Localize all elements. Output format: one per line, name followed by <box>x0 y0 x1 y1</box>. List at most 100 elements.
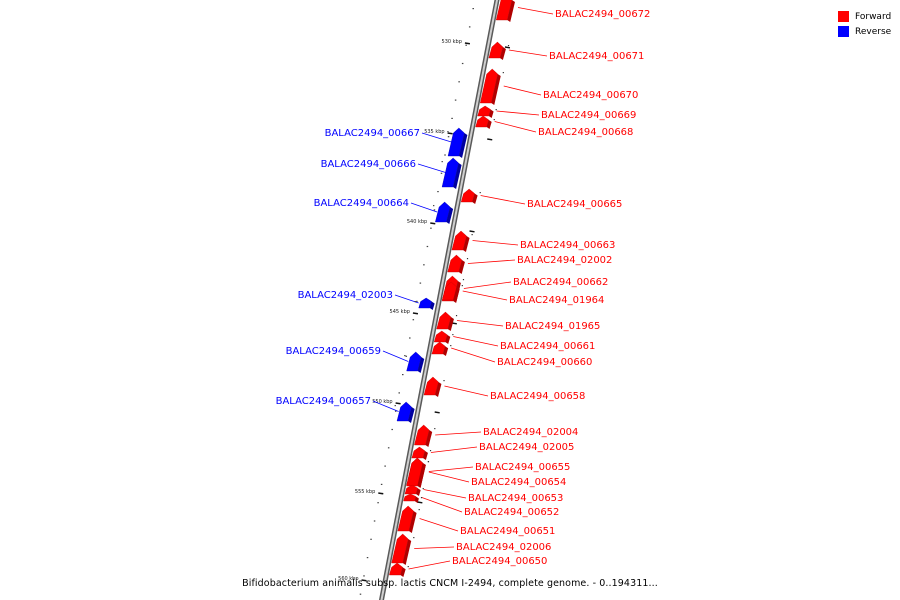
gene-label[interactable]: BALAC2494_00670 <box>543 90 638 101</box>
minor-tick <box>454 99 457 101</box>
gene-balac2494_02006[interactable] <box>391 533 415 565</box>
gene-marker <box>479 192 481 194</box>
gene-label[interactable]: BALAC2494_00672 <box>555 9 650 20</box>
gene-glyph-shade <box>446 207 454 224</box>
gene-balac2494_00657[interactable] <box>394 401 415 423</box>
gene-balac2494_00660[interactable] <box>431 341 452 356</box>
gene-balac2494_00668[interactable] <box>475 115 495 129</box>
gene-label[interactable]: BALAC2494_00671 <box>549 51 644 62</box>
gene-glyph-shade <box>453 287 460 302</box>
minor-tick <box>380 483 383 485</box>
gene-glyph-shade <box>462 236 470 252</box>
gene-marker <box>493 119 495 121</box>
gene-label[interactable]: BALAC2494_00651 <box>460 526 555 537</box>
gene-balac2494_02003[interactable] <box>414 297 435 310</box>
gene-label[interactable]: BALAC2494_00661 <box>500 341 595 352</box>
minor-tick <box>430 227 432 229</box>
gene-balac2494_00671[interactable] <box>488 41 510 60</box>
gene-glyph <box>431 341 446 355</box>
gene-leader <box>421 132 452 143</box>
gene-label[interactable]: BALAC2494_00654 <box>471 477 566 488</box>
gene-label[interactable]: BALAC2494_00662 <box>513 277 608 288</box>
gene-balac2494_00650[interactable] <box>389 562 409 577</box>
gene-glyph-shade <box>507 0 515 22</box>
gene-glyph <box>404 484 418 495</box>
gene-glyph <box>389 562 403 576</box>
gene-glyph-shade <box>408 407 415 423</box>
gene-balac2494_00651[interactable] <box>397 505 420 533</box>
gene-balac2494_00669[interactable] <box>477 105 497 118</box>
gene-label[interactable]: BALAC2494_01964 <box>509 295 604 306</box>
gene-balac2494_00653[interactable] <box>404 484 424 496</box>
gene-label[interactable]: BALAC2494_00653 <box>468 493 563 504</box>
gene-label[interactable]: BALAC2494_00665 <box>527 199 622 210</box>
minor-tick <box>416 300 418 302</box>
gene-label[interactable]: BALAC2494_00652 <box>464 507 559 518</box>
scale-tick <box>464 42 471 45</box>
map-caption: Bifidobacterium animalis subsp. lactis C… <box>242 578 658 589</box>
gene-leader <box>382 350 409 362</box>
gene-marker <box>434 428 436 430</box>
gene-label[interactable]: BALAC2494_00668 <box>538 127 633 138</box>
gene-label[interactable]: BALAC2494_02004 <box>483 427 578 438</box>
gene-glyph <box>418 297 432 309</box>
gene-label[interactable]: BALAC2494_00657 <box>276 396 371 407</box>
gene-label[interactable]: BALAC2494_02006 <box>456 542 551 553</box>
gene-balac2494_00667[interactable] <box>447 127 468 158</box>
gene-balac2494_00654[interactable] <box>406 457 430 488</box>
gene-marker <box>461 285 463 287</box>
gene-leader <box>503 85 542 96</box>
gene-balac2494_00664[interactable] <box>433 201 454 224</box>
gene-balac2494_02005[interactable] <box>411 446 432 460</box>
minor-tick <box>394 410 397 412</box>
minor-tick <box>419 282 422 284</box>
gene-balac2494_00665[interactable] <box>460 188 481 204</box>
gene-glyph <box>403 493 417 502</box>
gene-label[interactable]: BALAC2494_00664 <box>314 198 409 209</box>
gene-label[interactable]: BALAC2494_01965 <box>505 321 600 332</box>
gene-balac2494_00672[interactable] <box>495 0 518 22</box>
gene-balac2494_00659[interactable] <box>404 351 425 373</box>
gene-balac2494_00670[interactable] <box>480 68 504 105</box>
gene-glyph <box>411 446 426 459</box>
gene-balac2494_00652[interactable] <box>403 493 423 503</box>
gene-balac2494_01964[interactable] <box>442 281 463 302</box>
gene-marker <box>407 566 409 568</box>
gene-leader <box>428 466 474 472</box>
gene-label[interactable]: BALAC2494_00655 <box>475 462 570 473</box>
gene-label[interactable]: BALAC2494_00658 <box>490 391 585 402</box>
major-tick-right <box>487 138 493 141</box>
gene-glyph-shade <box>447 317 454 331</box>
gene-leader <box>423 489 467 499</box>
legend-item-forward: Forward <box>838 9 891 24</box>
forward-swatch-icon <box>838 11 849 22</box>
gene-balac2494_00663[interactable] <box>451 230 473 252</box>
gene-marker <box>404 355 406 357</box>
gene-balac2494_02004[interactable] <box>414 424 436 447</box>
scale-tick <box>361 579 367 582</box>
gene-label[interactable]: BALAC2494_00669 <box>541 110 636 121</box>
gene-balac2494_00658[interactable] <box>423 376 445 397</box>
gene-label[interactable]: BALAC2494_00650 <box>452 556 547 567</box>
gene-label[interactable]: BALAC2494_00659 <box>286 346 381 357</box>
minor-tick <box>465 44 467 46</box>
gene-leader <box>428 471 470 483</box>
gene-glyph-shade <box>408 511 417 533</box>
gene-label[interactable]: BALAC2494_02002 <box>517 255 612 266</box>
gene-label[interactable]: BALAC2494_00667 <box>325 128 420 139</box>
gene-marker <box>455 315 458 317</box>
gene-label[interactable]: BALAC2494_00660 <box>497 357 592 368</box>
reverse-swatch-icon <box>838 26 849 37</box>
gene-label[interactable]: BALAC2494_02003 <box>298 290 393 301</box>
gene-glyph-shade <box>415 488 421 496</box>
minor-tick <box>363 575 365 577</box>
gene-balac2494_01965[interactable] <box>436 311 458 331</box>
gene-balac2494_00666[interactable] <box>441 157 462 189</box>
gene-label[interactable]: BALAC2494_00663 <box>520 240 615 251</box>
gene-label[interactable]: BALAC2494_02005 <box>479 442 574 453</box>
gene-label[interactable]: BALAC2494_00666 <box>321 159 416 170</box>
minor-tick <box>370 538 372 540</box>
gene-balac2494_00661[interactable] <box>433 330 454 344</box>
gene-balac2494_02002[interactable] <box>447 254 469 274</box>
